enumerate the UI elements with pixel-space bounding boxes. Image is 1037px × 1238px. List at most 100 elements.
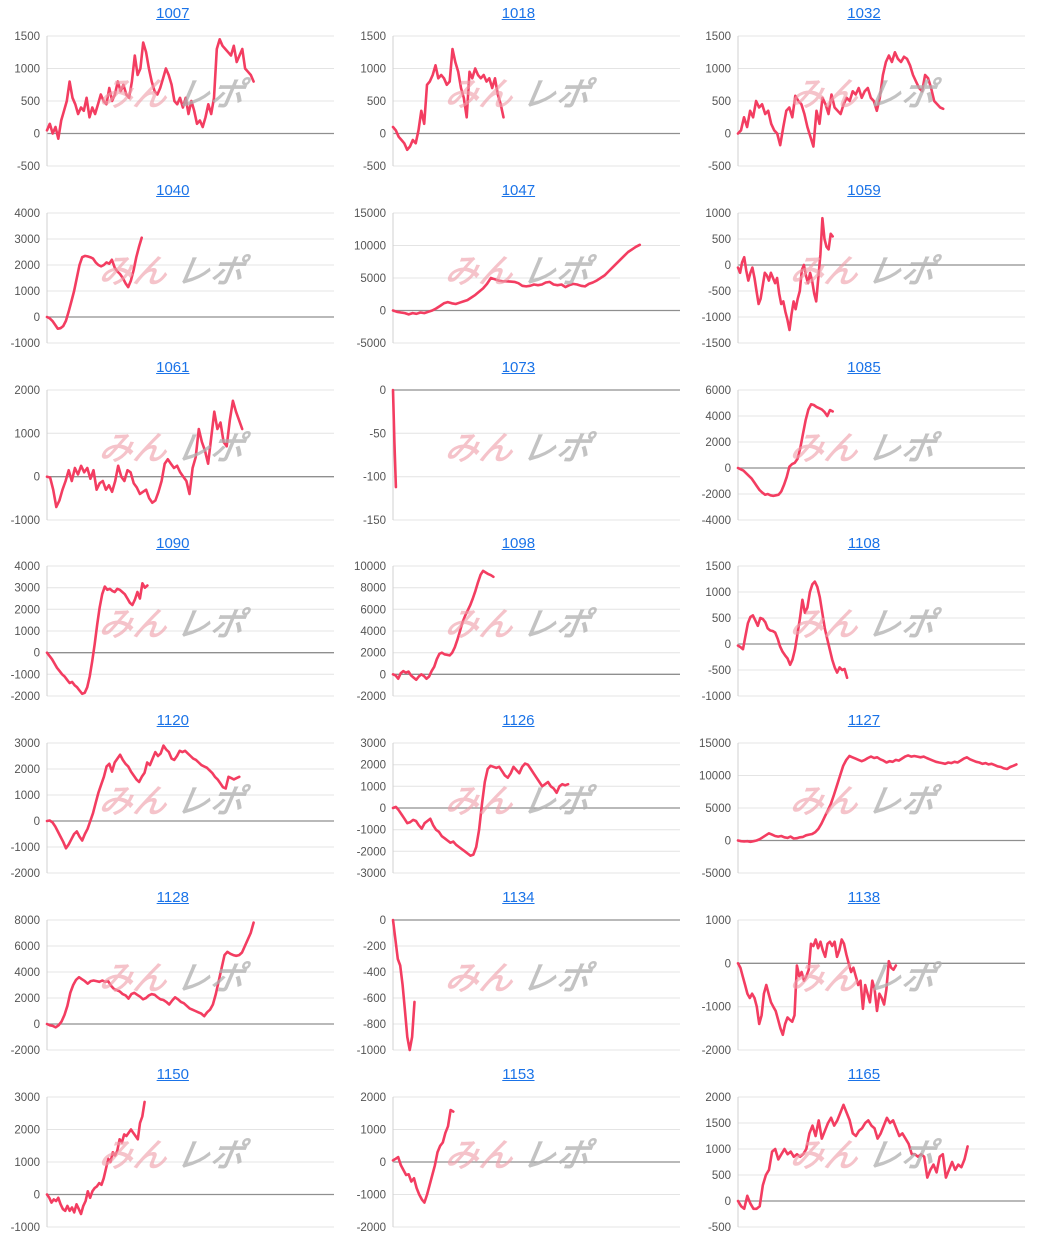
series-line [45, 399, 244, 508]
chart-svg: -3000 -2000 -1000 0 1000 2000 3000 [356, 738, 680, 880]
y-tick-label: -1000 [356, 1189, 385, 1201]
chart-svg: 0 -200 -400 -600 -800 -1000 [356, 915, 680, 1057]
y-tick-label: 0 [379, 1157, 385, 1169]
y-tick-label: 1000 [14, 790, 40, 802]
y-tick-label: 2000 [14, 260, 40, 272]
chart-title-row: 1134 [346, 889, 692, 911]
y-tick-label: -2000 [356, 691, 385, 703]
chart-title-row: 1090 [0, 535, 346, 557]
y-tick-label: 2000 [14, 605, 40, 617]
chart-title-link[interactable]: 1090 [156, 535, 190, 553]
chart-title-link[interactable]: 1134 [502, 888, 535, 906]
y-tick-label: -2000 [356, 1222, 385, 1234]
series-line [391, 243, 641, 316]
y-tick-label: 1500 [706, 31, 732, 43]
series-line [736, 50, 945, 148]
y-tick-label: -50 [369, 428, 386, 440]
chart-cell: 1059 -1500 -1000 -500 0 500 1000 みんレポ [691, 177, 1037, 354]
y-tick-label: -3000 [356, 868, 385, 880]
y-tick-label: 0 [34, 648, 40, 660]
chart-title-row: 1165 [691, 1066, 1037, 1088]
chart-svg: -500 0 500 1000 1500 [706, 31, 1026, 173]
chart-title-link[interactable]: 1150 [156, 1065, 189, 1083]
y-tick-label: 500 [712, 234, 731, 246]
series-line [45, 921, 255, 1029]
chart-svg: -500 0 500 1000 1500 [14, 31, 334, 173]
chart-cell: 1018 -500 0 500 1000 1500 みんレポ [346, 0, 692, 177]
chart-cell: 1047 -5000 0 5000 10000 15000 みんレポ [346, 177, 692, 354]
chart-svg: -1000 -500 0 500 1000 1500 [702, 561, 1026, 703]
y-tick-label: 15000 [699, 738, 731, 750]
y-tick-label: 1000 [706, 1144, 732, 1156]
y-tick-label: 10000 [699, 771, 731, 783]
chart-title-row: 1153 [346, 1066, 692, 1088]
y-tick-label: 0 [34, 816, 40, 828]
y-tick-label: -1000 [356, 1045, 385, 1057]
y-tick-label: -1000 [11, 1222, 40, 1234]
chart-title-link[interactable]: 1165 [847, 1065, 881, 1083]
y-tick-label: 1000 [706, 64, 732, 76]
chart-cell: 1040 -1000 0 1000 2000 3000 4000 みんレポ [0, 177, 346, 354]
y-tick-label: 1000 [14, 286, 40, 298]
chart-title-link[interactable]: 1108 [847, 535, 881, 553]
y-tick-label: 10000 [354, 561, 386, 573]
chart-title-link[interactable]: 1126 [502, 712, 535, 730]
chart-svg: -2000 -1000 0 1000 2000 3000 4000 [11, 561, 334, 703]
series-line [736, 1103, 970, 1210]
chart-title-link[interactable]: 1120 [156, 712, 189, 730]
chart-title-link[interactable]: 1085 [847, 358, 881, 376]
y-tick-label: 0 [379, 915, 385, 927]
y-tick-label: -5000 [356, 338, 385, 350]
y-tick-label: 0 [725, 836, 731, 848]
chart-title-link[interactable]: 1018 [501, 5, 536, 22]
chart-svg: 0 -50 -100 -150 [363, 385, 680, 527]
y-tick-label: 1000 [360, 64, 386, 76]
y-tick-label: 1000 [360, 1124, 386, 1136]
y-tick-label: -2000 [702, 1045, 731, 1057]
y-tick-label: -150 [363, 515, 386, 527]
y-tick-label: 0 [725, 639, 731, 651]
chart-svg: -4000 -2000 0 2000 4000 6000 [702, 385, 1026, 527]
chart-title-link[interactable]: 1059 [847, 181, 881, 199]
y-tick-label: -2000 [11, 1045, 40, 1057]
chart-svg: -5000 0 5000 10000 15000 [354, 208, 680, 350]
chart-title-row: 1120 [0, 712, 346, 734]
chart-title-link[interactable]: 1032 [847, 5, 881, 22]
chart-svg: -2000 -1000 0 1000 [702, 915, 1026, 1057]
chart-title-link[interactable]: 1007 [156, 5, 190, 22]
y-tick-label: 500 [712, 613, 731, 625]
chart-cell: 1153 -2000 -1000 0 1000 2000 みんレポ [346, 1061, 692, 1238]
series-line [736, 216, 835, 332]
chart-title-row: 1047 [346, 182, 692, 204]
y-tick-label: 1500 [706, 561, 732, 573]
chart-cell: 1134 0 -200 -400 -600 -800 -1000 みんレポ [346, 884, 692, 1061]
y-tick-label: 0 [34, 312, 40, 324]
chart-svg: -500 0 500 1000 1500 2000 [706, 1092, 1026, 1234]
chart-title-link[interactable]: 1153 [502, 1065, 535, 1083]
chart-title-row: 1126 [346, 712, 692, 734]
y-tick-label: 0 [379, 670, 385, 682]
chart-title-row: 1150 [0, 1066, 346, 1088]
y-tick-label: 1500 [360, 31, 386, 43]
chart-title-row: 1085 [691, 359, 1037, 381]
chart-title-link[interactable]: 1061 [156, 358, 190, 376]
chart-title-link[interactable]: 1127 [847, 712, 881, 730]
y-tick-label: 1500 [706, 1118, 732, 1130]
chart-title-link[interactable]: 1098 [501, 535, 536, 553]
chart-title-row: 1040 [0, 182, 346, 204]
chart-title-link[interactable]: 1073 [501, 358, 536, 376]
y-tick-label: -2000 [356, 846, 385, 858]
y-tick-label: 6000 [14, 941, 40, 953]
chart-title-link[interactable]: 1040 [156, 181, 190, 199]
y-tick-label: -500 [708, 1222, 731, 1234]
y-tick-label: 0 [34, 1189, 40, 1201]
chart-title-row: 1032 [691, 5, 1037, 27]
chart-title-row: 1098 [346, 535, 692, 557]
chart-title-link[interactable]: 1128 [156, 888, 189, 906]
y-tick-label: 10000 [354, 240, 386, 252]
y-tick-label: 4000 [360, 626, 386, 638]
y-tick-label: -1000 [11, 842, 40, 854]
y-tick-label: 3000 [14, 234, 40, 246]
chart-title-link[interactable]: 1138 [847, 888, 881, 906]
chart-title-link[interactable]: 1047 [501, 181, 536, 199]
